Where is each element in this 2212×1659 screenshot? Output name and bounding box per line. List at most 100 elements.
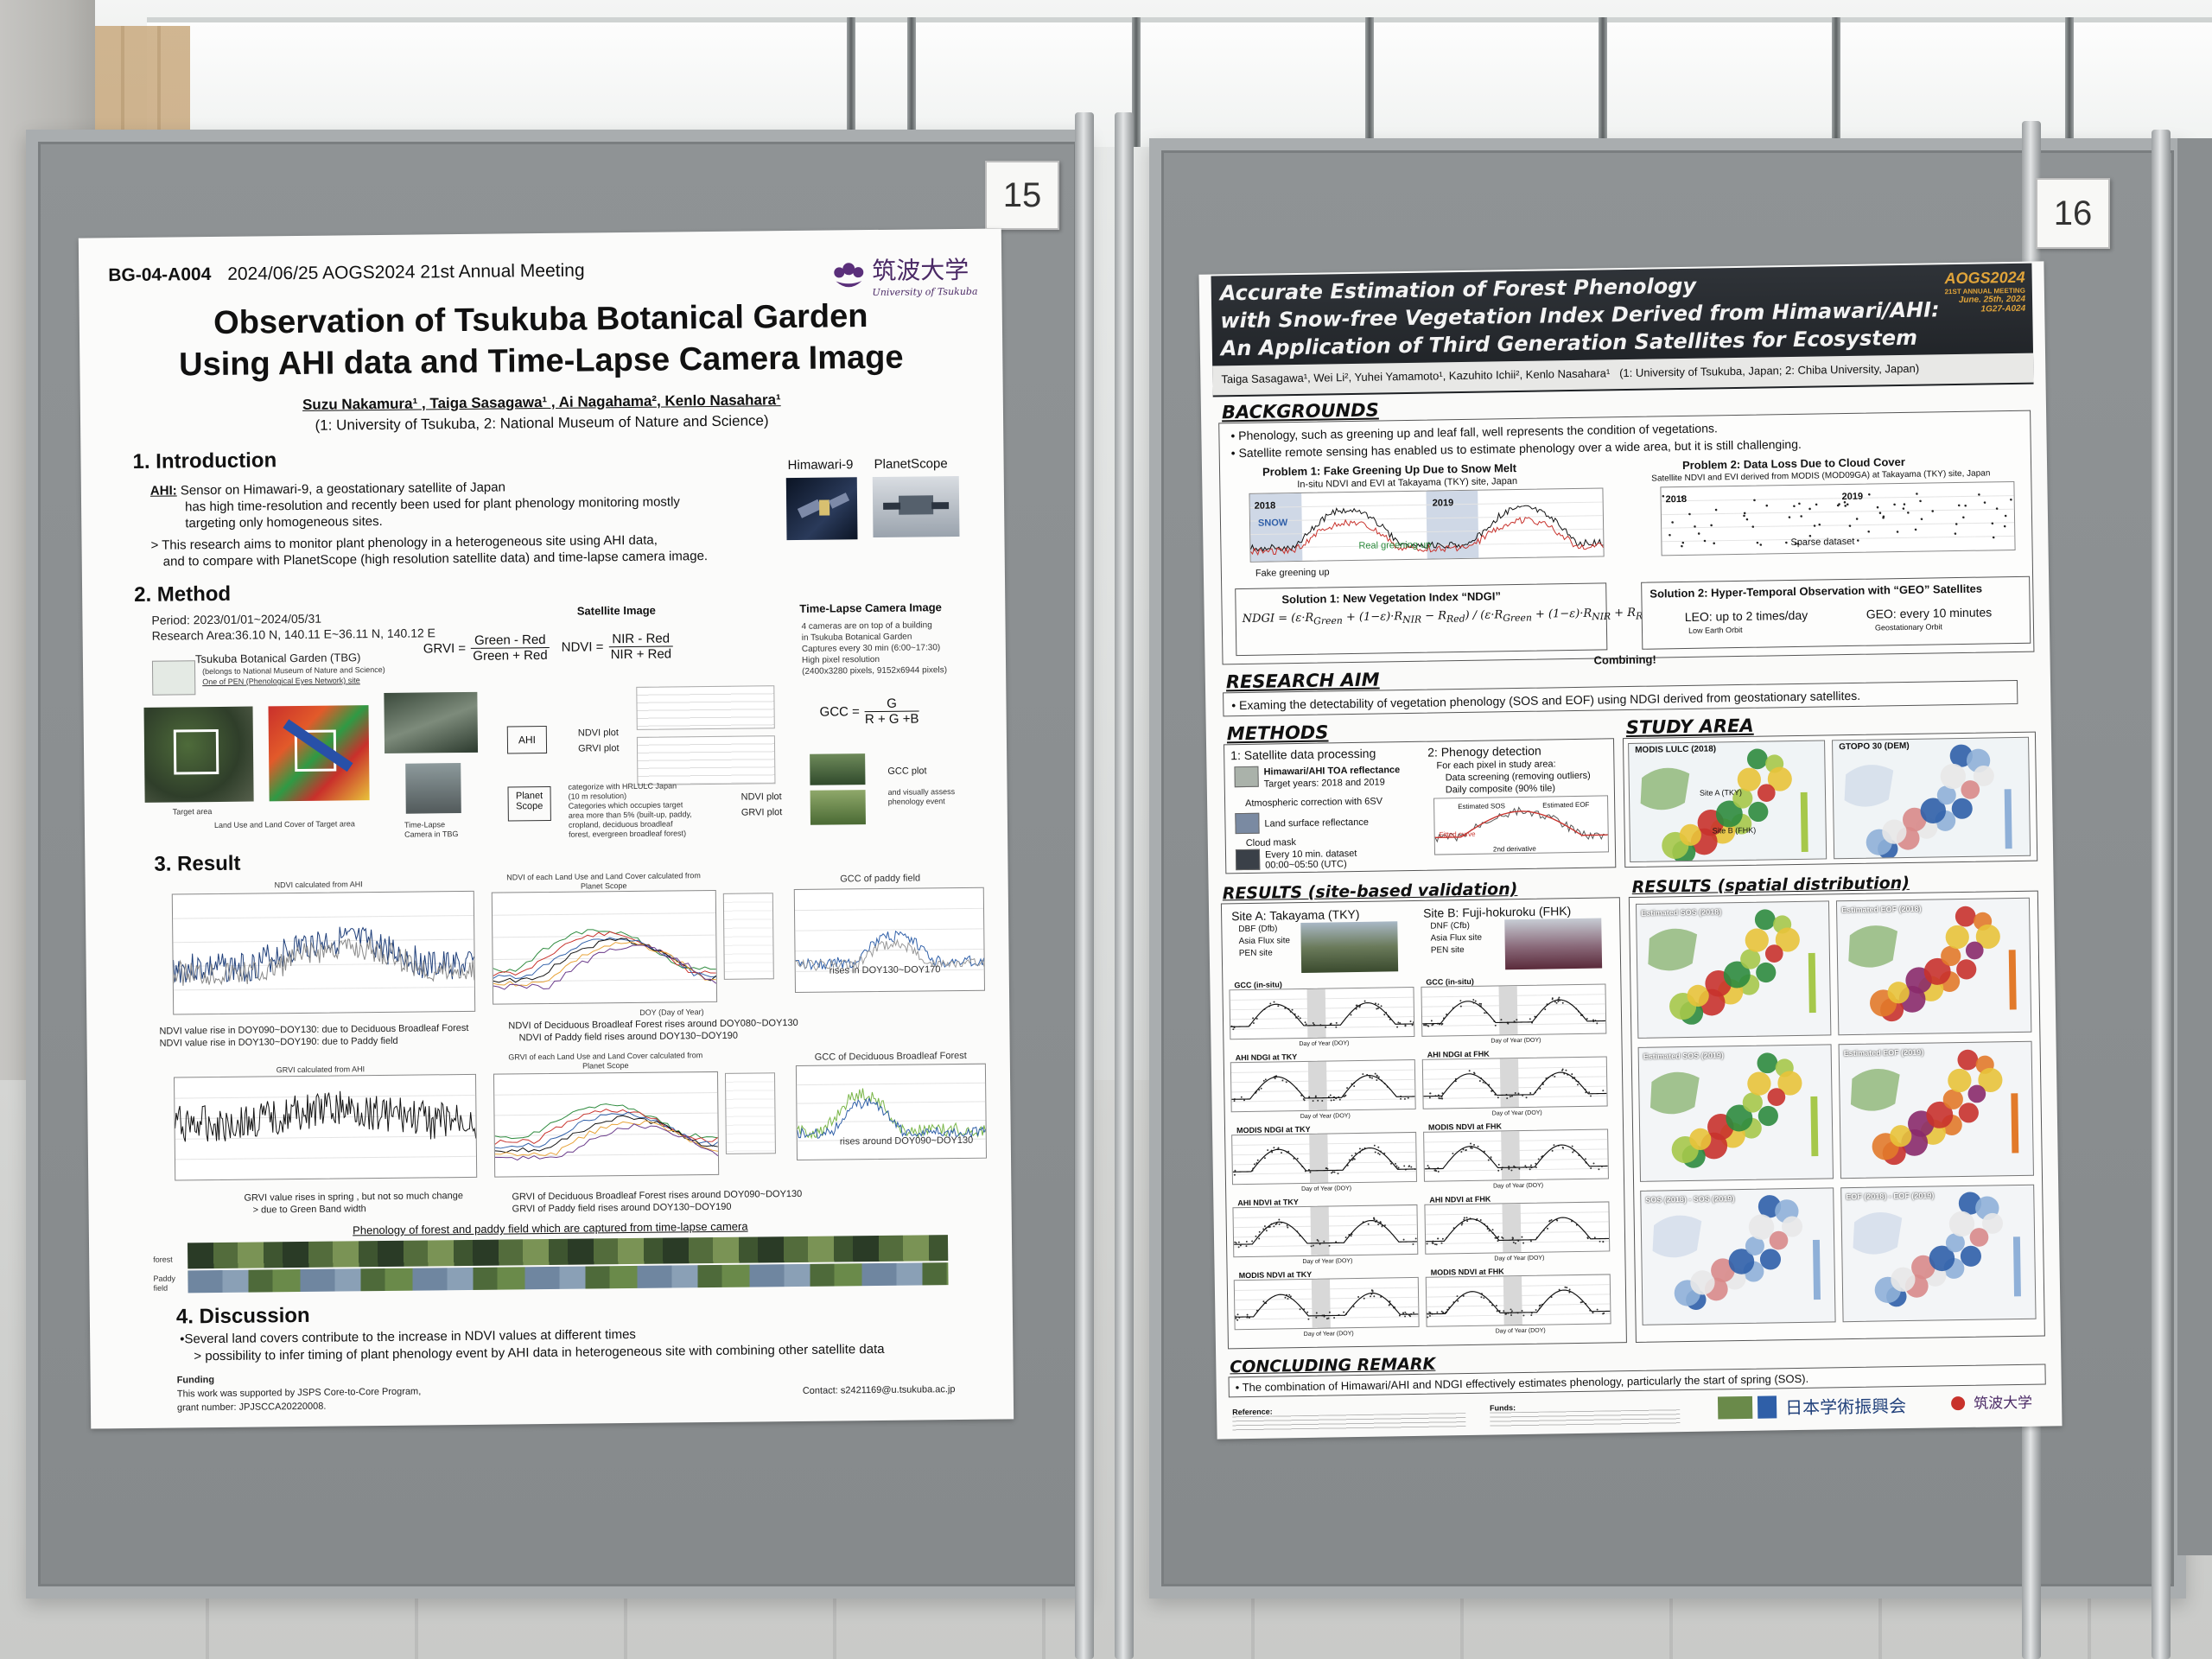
grvi-formula: GRVI = Green - Red Green + Red NDVI = NI… xyxy=(423,631,674,664)
planetscope-box: Planet Scope xyxy=(507,785,551,822)
site-b-label: Site B (FHK) xyxy=(1712,825,1757,836)
ndvi-plot-label: NDVI plot xyxy=(577,728,619,739)
spatial-distribution-map xyxy=(1840,1184,2037,1323)
axis-label: Day of Year (DOY) xyxy=(1491,1037,1541,1045)
fuji-site-photo xyxy=(1504,918,1603,970)
dataset-icon xyxy=(1235,849,1261,871)
methods-item: 00:00~05:50 (UTC) xyxy=(1265,859,1347,871)
method-period: Period: 2023/01/01~2024/05/31 xyxy=(151,611,322,627)
methods-item: Atmospheric correction with 6SV xyxy=(1245,796,1383,809)
problem1-plot xyxy=(1249,487,1605,563)
spatial-distribution-map xyxy=(1637,1044,1834,1182)
tsukuba-logo: 筑波大学 University of Tsukuba xyxy=(830,251,978,299)
tbg-name: Tsukuba Botanical Garden (TBG) xyxy=(194,651,361,666)
plot-caption: NDVI of Paddy field rises around DOY130~… xyxy=(518,1030,739,1044)
site-timeseries-plot xyxy=(1230,1058,1416,1113)
plot-title: GRVI of each Land Use and Land Cover cal… xyxy=(508,1051,703,1071)
site-timeseries-plot xyxy=(1421,983,1607,1037)
methods-item: Cloud mask xyxy=(1245,837,1296,849)
fake-greening-label: Fake greening up xyxy=(1255,567,1330,579)
himawari-satellite-image xyxy=(785,477,858,541)
map-title: Estimated EOF (2018) xyxy=(1841,904,1922,915)
site-a-title: Site A: Takayama (TKY) xyxy=(1231,906,1360,924)
plot-title: GRVI calculated from AHI xyxy=(276,1065,365,1075)
site-validation-rows: GCC (in-situ) Day of Year (DOY) GCC (in-si… xyxy=(1198,261,2044,1338)
reflectance-icon xyxy=(1235,812,1260,835)
plot-legend xyxy=(722,893,774,980)
land-use-map xyxy=(268,705,370,802)
ndvi-ahi-plot xyxy=(171,890,476,1015)
logo-text: 筑波大学 xyxy=(872,255,969,286)
plot-title: NDVI of each Land Use and Land Cover cal… xyxy=(506,871,701,891)
site-timeseries-plot xyxy=(1424,1201,1611,1255)
board-number: 15 xyxy=(1002,175,1042,214)
camera-image-heading: Time-Lapse Camera Image xyxy=(799,601,942,615)
board-number: 16 xyxy=(2053,194,2093,232)
planetscope-satellite-image xyxy=(872,475,960,538)
gcc-formula: GCC = G R + G +B xyxy=(819,696,919,728)
map-title: Estimated SOS (2019) xyxy=(1643,1051,1724,1061)
funding-line2: grant number: JPJSCCA20220008. xyxy=(176,1401,327,1414)
site-a-label: Site A (TKY) xyxy=(1699,787,1743,798)
gcc-plot-label: GCC plot xyxy=(887,766,927,777)
sponsor-logo xyxy=(1717,1395,1753,1420)
spatial-distribution-map xyxy=(1835,897,2032,1036)
board-pole xyxy=(1115,112,1134,1659)
band-table xyxy=(636,735,776,785)
site-timeseries-plot xyxy=(1232,1204,1419,1258)
land-use-caption: Land Use and Land Cover of Target area xyxy=(213,819,355,830)
snow-label: SNOW xyxy=(1257,518,1288,529)
result-heading: 3. Result xyxy=(154,851,241,876)
site-timeseries-plot xyxy=(1425,1274,1611,1327)
poster-left: BG-04-A004 2024/06/25 AOGS2024 21st Annu… xyxy=(78,228,1014,1429)
spatial-distribution-map xyxy=(1635,900,1832,1039)
map-title: Estimated EOF (2019) xyxy=(1843,1047,1924,1058)
reference-text xyxy=(1232,1413,1466,1433)
aim-heading: RESEARCH AIM xyxy=(1225,669,1380,693)
site-timeseries-plot xyxy=(1233,1276,1420,1331)
camera-image-paddy xyxy=(810,790,866,825)
gcc-dbf-plot xyxy=(795,1063,988,1160)
axis-label: Day of Year (DOY) xyxy=(1299,1040,1350,1048)
grvi-plot-label: GRVI plot xyxy=(577,743,620,754)
camera-description: 4 cameras are on top of a building in Ts… xyxy=(801,620,948,677)
assess-label: and visually assess phenology event xyxy=(887,787,956,806)
poster-code: BG-04-A004 xyxy=(108,264,212,286)
year-label: 2018 xyxy=(1254,500,1276,512)
axis-label: Day of Year (DOY) xyxy=(1491,1109,1542,1117)
plot-caption: rises in DOY130~DOY170 xyxy=(829,964,941,976)
real-greening-label: Real greening up xyxy=(1358,539,1432,551)
poster-authors: Taiga Sasagawa¹, Wei Li², Yuhei Yamamoto… xyxy=(1221,366,1611,386)
funding-line1: This work was supported by JSPS Core-to-… xyxy=(176,1386,422,1400)
methods-heading: METHODS xyxy=(1226,721,1329,745)
methods-item: Data screening (removing outliers) xyxy=(1445,770,1591,784)
axis-label: Day of Year (DOY) xyxy=(1303,1331,1354,1338)
methods-item: Target years: 2018 and 2019 xyxy=(1263,777,1385,790)
geo-sub: Geostationary Orbit xyxy=(1874,622,1943,632)
phenology-detection-plot xyxy=(1433,795,1610,855)
year-label: 2019 xyxy=(1432,498,1454,509)
map-title: MODIS LULC (2018) xyxy=(1635,744,1717,755)
sparse-label: Sparse dataset xyxy=(1790,536,1855,549)
funds-text xyxy=(1490,1409,1681,1428)
axis-label: Day of Year (DOY) xyxy=(1493,1182,1544,1190)
ahi-label: AHI: xyxy=(149,483,177,499)
grvi-plot-label: GRVI plot xyxy=(741,807,783,818)
plot-title: GCC of paddy field xyxy=(840,873,921,885)
method-heading: 2. Method xyxy=(133,582,232,607)
window-mullion xyxy=(1132,17,1141,147)
planetscope-label: PlanetScope xyxy=(874,456,948,473)
poster-title-line2: Using AHI data and Time-Lapse Camera Ima… xyxy=(178,339,904,384)
year-label: 2019 xyxy=(1841,491,1864,503)
methods-step1: 1: Satellite data processing xyxy=(1230,746,1376,763)
tsukuba-logo-text: 筑波大学 xyxy=(1973,1394,2033,1413)
axis-label: Day of Year (DOY) xyxy=(1301,1185,1352,1193)
method-area: Research Area:36.10 N, 140.11 E~36.11 N,… xyxy=(151,626,436,643)
board-number-card: 16 xyxy=(2036,178,2110,249)
window-mullion xyxy=(1832,17,1840,147)
plot-caption: NDVI value rise in DOY130~DOY190: due to… xyxy=(159,1035,398,1049)
poster-board-far-right xyxy=(2177,138,2212,1555)
window-mullion xyxy=(907,17,916,147)
map-title: GTOPO 30 (DEM) xyxy=(1839,741,1910,753)
ndvi-plot-label: NDVI plot xyxy=(741,791,782,803)
